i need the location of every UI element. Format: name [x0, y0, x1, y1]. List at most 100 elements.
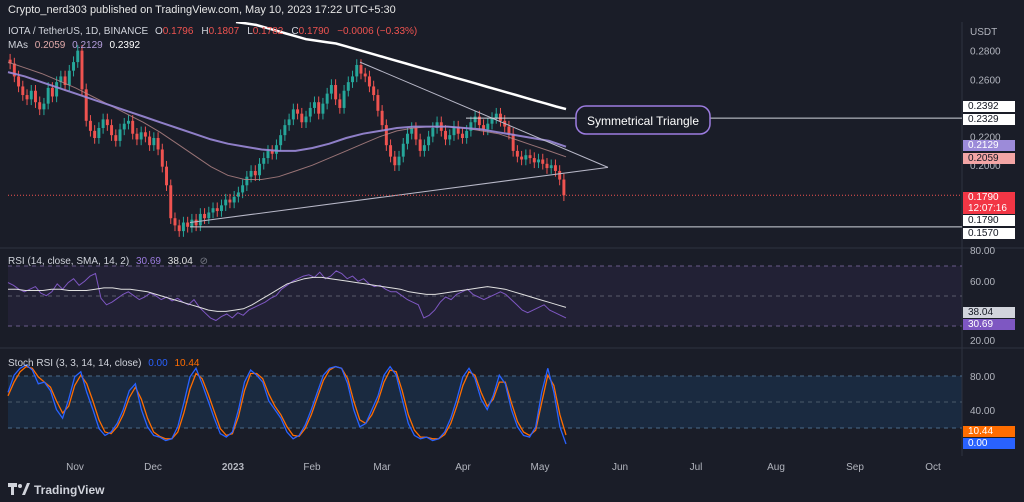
candle-body — [520, 156, 524, 160]
triangle-bottom-line — [189, 166, 609, 224]
candle-body — [50, 87, 54, 97]
rsi-tick: 80.00 — [970, 246, 995, 257]
x-tick: Oct — [925, 462, 941, 473]
candle-body — [84, 89, 88, 121]
candle-body — [139, 132, 143, 140]
ma100-value: 0.2129 — [72, 40, 103, 51]
x-tick: Sep — [846, 462, 864, 473]
candle-body — [528, 155, 532, 159]
x-tick: Jun — [612, 462, 628, 473]
x-tick: Dec — [144, 462, 162, 473]
eye-icon[interactable]: ⊘ — [199, 256, 208, 267]
candle-body — [152, 138, 156, 146]
candle-body — [283, 125, 287, 136]
candle-body — [33, 90, 37, 103]
rsi-tick: 60.00 — [970, 277, 995, 288]
tradingview-logo-icon — [8, 483, 30, 495]
candle-body — [135, 133, 139, 140]
candle-body — [460, 133, 464, 139]
candle-body — [300, 113, 304, 123]
candle-body — [131, 120, 135, 134]
candle-body — [274, 145, 278, 154]
candle-body — [325, 93, 329, 104]
candle-body — [169, 185, 173, 219]
candle-body — [494, 113, 498, 118]
triangle-top-line — [359, 61, 609, 168]
candle-body — [414, 127, 418, 140]
candle-body — [25, 95, 29, 100]
badge-stoch-d: 10.44 — [968, 426, 993, 437]
stoch-legend-label: Stoch RSI (3, 3, 14, 14, close) — [8, 358, 142, 369]
badge-countdown: 12:07:16 — [968, 203, 1007, 214]
candle-body — [262, 158, 266, 164]
candle-body — [287, 119, 291, 126]
badge-ma200-bg — [963, 101, 1015, 112]
candle-body — [63, 76, 67, 86]
symbol-title[interactable]: IOTA / TetherUS, 1D, BINANCE — [8, 26, 149, 37]
candle-body — [232, 196, 236, 203]
candle-body — [160, 149, 164, 167]
candle-body — [486, 123, 490, 130]
candle-body — [93, 130, 97, 139]
footer-bar: TradingView — [0, 478, 1024, 502]
stoch-legend-v1: 0.00 — [148, 358, 168, 369]
candle-body — [317, 102, 321, 114]
candle-body — [553, 165, 557, 171]
candle-body — [279, 135, 283, 146]
candle-body — [88, 120, 92, 131]
badge-stoch-k: 0.00 — [968, 438, 988, 449]
candle-body — [46, 87, 50, 104]
candle-body — [126, 120, 130, 124]
badge-last-price: 0.1790 — [968, 192, 999, 203]
candle-body — [393, 156, 397, 166]
candle-body — [482, 125, 486, 130]
ma100-line — [7, 71, 567, 152]
candle-body — [29, 90, 33, 100]
badge-ma100: 0.2129 — [968, 140, 999, 151]
candle-body — [418, 139, 422, 151]
ohlc-item-0: O0.1796 — [155, 26, 197, 37]
candle-body — [219, 205, 223, 212]
candle-body — [203, 213, 207, 219]
badge-stoch-k-bg — [963, 438, 1015, 449]
badge-countdown-bg — [963, 203, 1015, 214]
candle-body — [236, 192, 240, 197]
candle-body — [562, 179, 566, 196]
badge-rsi-bg — [963, 319, 1015, 330]
x-tick: Apr — [455, 462, 471, 473]
candle-body — [59, 76, 63, 83]
rsi-line — [7, 270, 567, 322]
badge-support2-bg — [963, 228, 1015, 239]
publish-line: Crypto_nerd303 published on TradingView.… — [8, 4, 396, 16]
candle-body — [190, 219, 194, 227]
candle-body — [465, 130, 469, 139]
price-tick: 0.2200 — [970, 133, 1001, 144]
annotation-box — [575, 105, 711, 135]
stoch-legend: Stoch RSI (3, 3, 14, 14, close) 0.00 10.… — [8, 358, 203, 369]
candle-body — [270, 150, 274, 154]
candle-body — [177, 225, 181, 232]
candle-body — [532, 158, 536, 163]
candle-body — [384, 125, 388, 146]
candle-body — [498, 113, 502, 121]
candle-body — [173, 218, 177, 226]
badge-rsi-sma-bg — [963, 307, 1015, 318]
candle-body — [296, 109, 300, 114]
tradingview-brand: TradingView — [34, 483, 105, 497]
badge-support2: 0.1570 — [968, 228, 999, 239]
candle-body — [444, 130, 448, 140]
price-tick: 0.2600 — [970, 75, 1001, 86]
stoch-tick: 40.00 — [970, 406, 995, 417]
candle-body — [321, 103, 325, 114]
candle-body — [55, 82, 59, 97]
candle-body — [38, 102, 42, 110]
rsi-sma-line — [8, 276, 567, 312]
mas-legend: MAs 0.2059 0.2129 0.2392 — [8, 40, 144, 51]
candle-body — [249, 170, 253, 177]
candle-body — [110, 125, 114, 136]
rsi-legend: RSI (14, close, SMA, 14, 2) 30.69 38.04 … — [8, 256, 212, 267]
rsi-legend-v2: 38.04 — [167, 256, 193, 267]
candle-body — [148, 136, 152, 146]
candle-body — [101, 119, 105, 128]
